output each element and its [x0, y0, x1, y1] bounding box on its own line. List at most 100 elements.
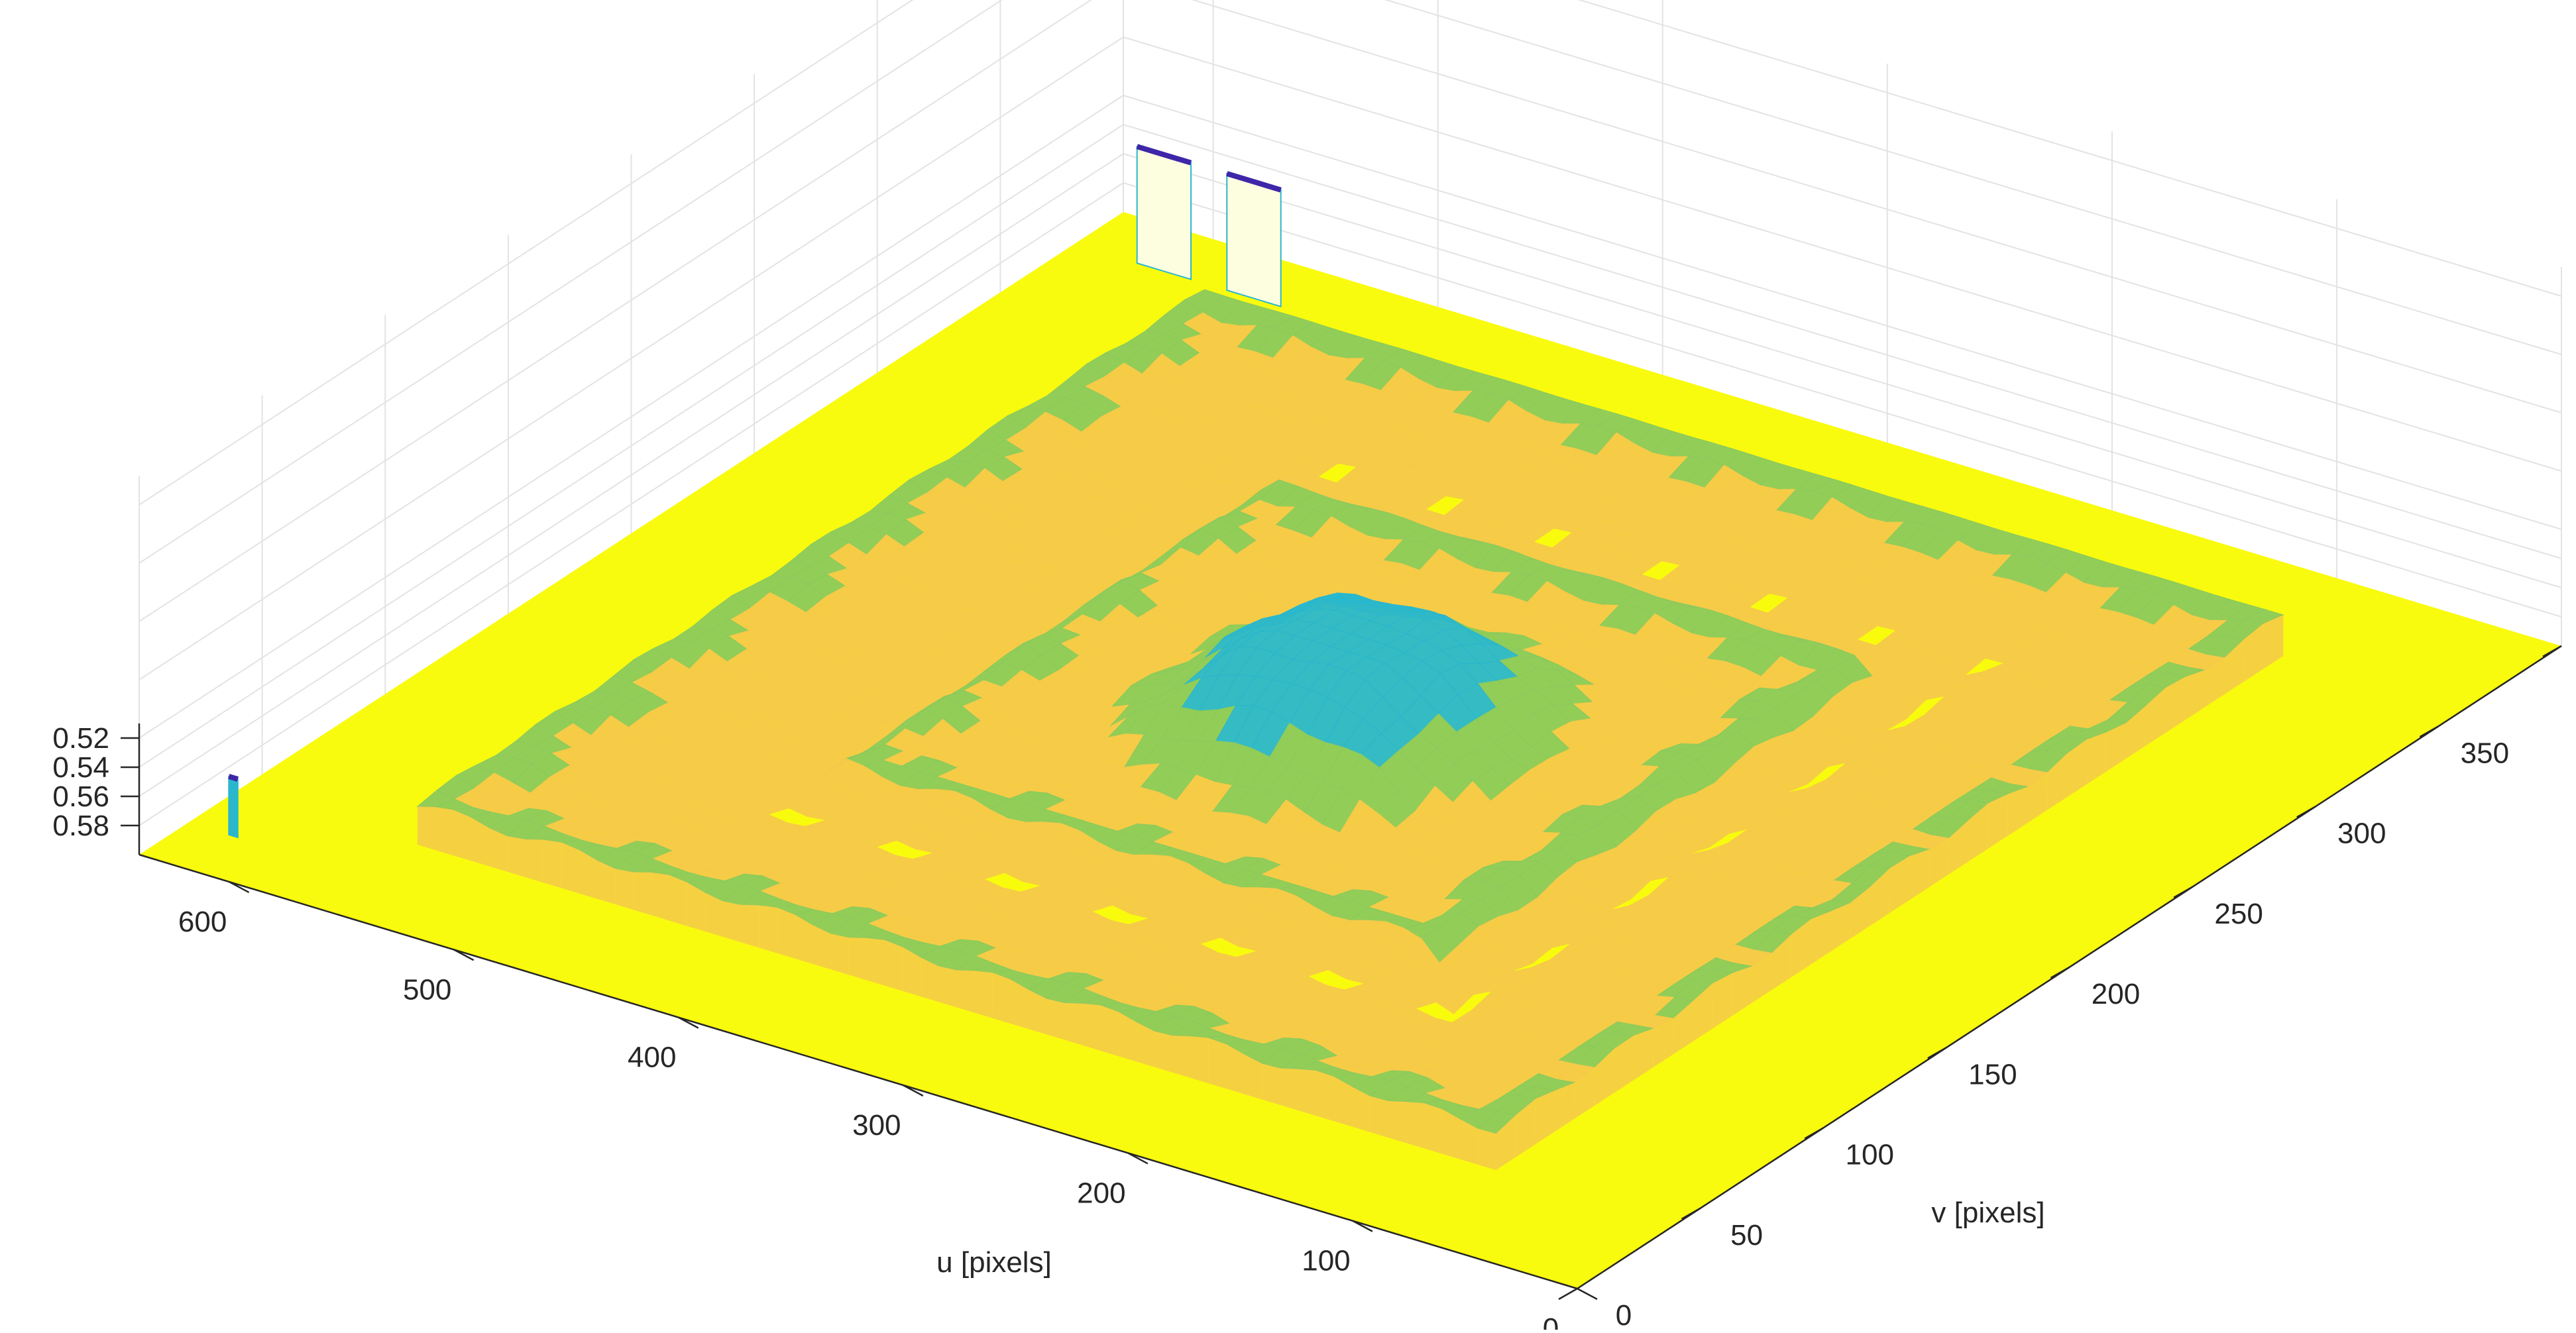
pillar-top: [1226, 171, 1282, 193]
surface-skirt: [1208, 1038, 1227, 1089]
y-axis-label: v [pixels]: [1931, 1197, 2044, 1229]
surface-skirt: [417, 806, 435, 851]
surface-skirt: [1280, 1068, 1298, 1111]
y-tick: [1804, 1127, 1824, 1140]
surface-skirt: [1870, 868, 1890, 926]
surface-skirt: [1478, 1128, 1496, 1171]
surface-skirt: [1010, 979, 1029, 1030]
grid-line: [139, 36, 2562, 680]
y-tick-label: 200: [2092, 978, 2140, 1010]
pillar-feature: [1226, 172, 1282, 308]
surface-skirt: [1172, 1036, 1191, 1078]
x-tick: [1127, 1152, 1148, 1165]
surface-skirt: [1334, 1077, 1353, 1127]
surface-skirt: [1594, 1048, 1614, 1106]
grid-line: [139, 0, 2562, 506]
y-tick: [2050, 966, 2070, 979]
surface-skirt: [1100, 1005, 1119, 1057]
x-tick-label: 300: [852, 1109, 901, 1142]
x-tick-label: 200: [1077, 1177, 1125, 1209]
surface-skirt: [1244, 1054, 1262, 1100]
surface-skirt: [2243, 623, 2264, 682]
surface-skirt: [1226, 1044, 1245, 1094]
x-tick: [453, 949, 475, 961]
surface-skirt: [507, 836, 526, 877]
surface-skirt: [1988, 794, 2008, 849]
surface-skirt: [1424, 1103, 1442, 1154]
surface-skirt: [1118, 1012, 1137, 1062]
surface-skirt: [741, 904, 759, 948]
surface-skirt: [543, 839, 561, 888]
surface-skirt: [1460, 1119, 1479, 1165]
surface-skirt: [974, 971, 993, 1018]
surface-skirt: [1909, 849, 1929, 900]
surface-skirt: [938, 966, 957, 1008]
y-tick: [1558, 1287, 1578, 1301]
surface-skirt: [2007, 786, 2028, 836]
surface-mesh: [228, 144, 2285, 1171]
x-tick: [229, 880, 250, 894]
surface-skirt: [2263, 615, 2284, 669]
surface-skirt: [1653, 1018, 1673, 1067]
y-tick: [2419, 725, 2439, 738]
surface-skirt: [1673, 1000, 1693, 1055]
surface-skirt: [777, 907, 795, 959]
y-tick: [1927, 1047, 1947, 1059]
x-axis-line: [139, 853, 1578, 1290]
surface-skirt: [848, 937, 867, 981]
surface-skirt: [1948, 820, 1969, 875]
surface-skirt: [435, 807, 453, 856]
surface-skirt: [830, 933, 849, 975]
surface-skirt: [1555, 1083, 1575, 1132]
surface-skirt: [633, 872, 651, 916]
surface-skirt: [866, 937, 885, 986]
z-tick-label: 0.52: [52, 722, 109, 755]
surface-skirt: [759, 905, 777, 953]
surface-skirt: [453, 810, 472, 861]
surface-skirt: [1298, 1069, 1316, 1116]
surface-skirt: [1850, 886, 1870, 939]
surface-skirt: [903, 947, 921, 997]
surface-skirt: [1190, 1036, 1209, 1084]
y-tick: [2542, 645, 2562, 658]
y-tick-label: 350: [2461, 737, 2509, 769]
grid-line: [139, 94, 2562, 739]
surface-skirt: [1136, 1022, 1154, 1067]
surface-skirt: [1535, 1090, 1555, 1145]
surface-skirt: [2145, 688, 2166, 746]
surface-skirt: [2184, 670, 2205, 721]
surface-skirt: [1370, 1096, 1388, 1138]
surface-skirt: [795, 914, 813, 964]
surface-skirt: [1082, 1003, 1101, 1051]
surface-skirt: [1575, 1067, 1595, 1119]
grid-line: [139, 0, 2562, 622]
surface-skirt: [2204, 658, 2225, 708]
x-tick-label: 600: [178, 906, 227, 938]
surface-skirt: [2086, 732, 2106, 785]
z-tick-label: 0.56: [52, 780, 109, 813]
surface-skirt: [1262, 1063, 1280, 1105]
x-tick: [903, 1084, 924, 1097]
y-tick: [2173, 886, 2193, 898]
x-tick-label: 0: [1543, 1312, 1559, 1330]
surface-skirt: [2046, 753, 2067, 810]
surface-skirt: [992, 973, 1011, 1024]
surface-skirt: [1154, 1031, 1172, 1073]
surface-skirt: [669, 875, 687, 926]
surface-skirt: [1811, 911, 1831, 965]
pillar-top: [228, 774, 239, 782]
surface-skirt: [471, 817, 490, 867]
surface-skirt: [1712, 973, 1732, 1029]
surface-skirt: [615, 869, 634, 910]
surface-skirt: [2027, 773, 2047, 824]
x-axis-label: u [pixels]: [936, 1246, 1052, 1279]
surface-skirt: [2224, 639, 2244, 695]
surface-skirt: [1929, 838, 1949, 888]
y-tick-label: 150: [1968, 1058, 2017, 1091]
x-tick-label: 400: [628, 1041, 676, 1074]
surface-skirt: [579, 849, 597, 899]
y-tick-label: 100: [1846, 1139, 1894, 1171]
y-tick-label: 50: [1730, 1219, 1763, 1252]
